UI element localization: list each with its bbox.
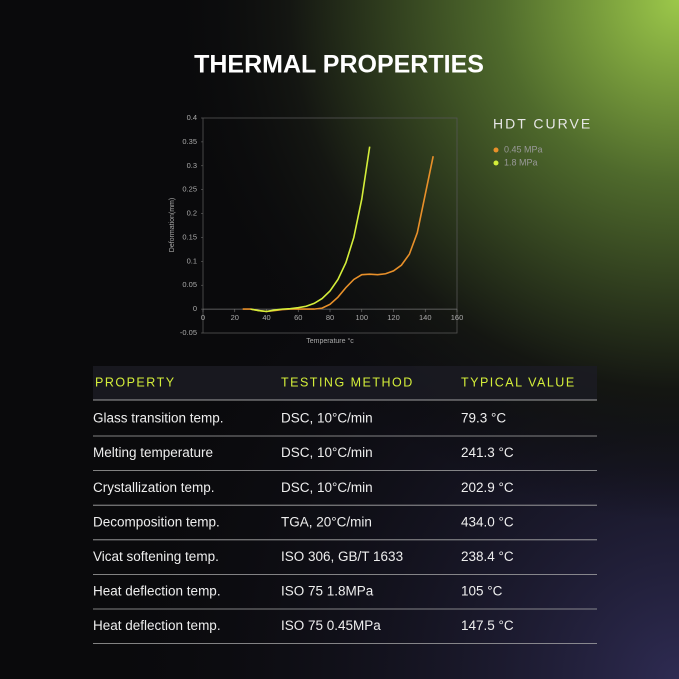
page-title: THERMAL PROPERTIES	[194, 51, 484, 79]
table-cell: Decomposition temp.	[93, 514, 220, 529]
table-cell: Melting temperature	[93, 445, 213, 460]
y-tick-label: 0.2	[187, 209, 197, 218]
x-tick-label: 20	[231, 313, 239, 322]
x-tick-label: 60	[294, 313, 302, 322]
legend-label: 1.8 MPa	[504, 157, 538, 167]
y-tick-label: -0.05	[180, 328, 197, 337]
table-cell: DSC, 10°C/min	[281, 445, 373, 460]
y-tick-label: 0.35	[182, 137, 197, 146]
x-axis-label: Temperature °c	[306, 337, 354, 345]
x-tick-label: 140	[419, 313, 432, 322]
y-tick-label: 0.4	[187, 113, 197, 122]
table-cell: 434.0 °C	[461, 514, 514, 529]
table-header: PROPERTY	[95, 375, 176, 389]
x-tick-label: 160	[451, 313, 464, 322]
plot-frame	[202, 117, 458, 334]
table-cell: Glass transition temp.	[93, 411, 224, 426]
table-cell: ISO 306, GB/T 1633	[281, 549, 403, 564]
table-cell: 147.5 °C	[461, 618, 514, 633]
table-cell: 238.4 °C	[461, 549, 514, 564]
x-tick-label: 120	[387, 313, 400, 322]
table-cell: 241.3 °C	[461, 445, 514, 460]
y-tick-label: 0	[193, 304, 197, 313]
table-cell: 202.9 °C	[461, 480, 514, 495]
y-tick-label: 0.3	[187, 161, 197, 170]
data-line	[250, 146, 371, 313]
x-tick-label: 100	[355, 313, 368, 322]
table-cell: DSC, 10°C/min	[281, 411, 373, 426]
legend-marker	[493, 160, 499, 166]
x-tick-label: 40	[262, 313, 270, 322]
table-cell: ISO 75 0.45MPa	[281, 618, 381, 633]
table-cell: Heat deflection temp.	[93, 618, 221, 633]
y-axis-label: Deformation(mm)	[169, 198, 176, 252]
x-tick-label: 0	[201, 313, 205, 322]
x-tick-label: 80	[326, 313, 334, 322]
table-cell: TGA, 20°C/min	[281, 514, 372, 529]
table-header-bg	[93, 366, 597, 400]
table-cell: DSC, 10°C/min	[281, 480, 373, 495]
y-tick-label: 0.05	[182, 280, 197, 289]
table-header: TYPICAL VALUE	[461, 375, 576, 389]
y-tick-label: 0.15	[182, 232, 197, 241]
chart-title: HDT CURVE	[493, 116, 592, 132]
table-cell: 79.3 °C	[461, 411, 506, 426]
table-cell: Heat deflection temp.	[93, 584, 221, 599]
table-cell: 105 °C	[461, 584, 503, 599]
legend-label: 0.45 MPa	[504, 144, 543, 154]
table-cell: Crystallization temp.	[93, 480, 215, 495]
table-cell: ISO 75 1.8MPa	[281, 584, 374, 599]
y-tick-label: 0.25	[182, 185, 197, 194]
y-tick-label: 0.1	[187, 256, 197, 265]
legend-marker	[493, 147, 499, 153]
table-header: TESTING METHOD	[281, 375, 414, 389]
table-cell: Vicat softening temp.	[93, 549, 219, 564]
